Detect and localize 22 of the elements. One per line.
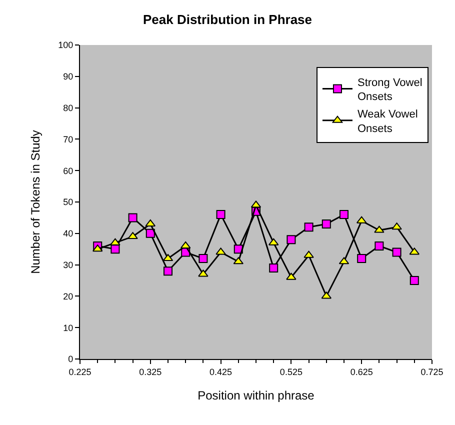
y-tick-label: 10 <box>63 322 74 333</box>
x-tick-label: 0.325 <box>139 366 162 377</box>
legend-label: Strong Vowel Onsets <box>357 76 422 104</box>
x-tick-label: 0.525 <box>280 366 302 377</box>
y-tick-label: 20 <box>63 291 74 302</box>
y-tick-label: 80 <box>63 102 74 113</box>
y-axis-title: Number of Tokens in Study <box>28 130 42 274</box>
y-tick-label: 40 <box>63 228 74 239</box>
y-tick-label: 90 <box>63 72 74 82</box>
chart-title: Peak Distribution in Phrase <box>142 12 312 27</box>
x-axis-title: Position within phrase <box>198 388 315 403</box>
y-tick-label: 0 <box>68 354 74 364</box>
legend-label: Weak Vowel Onsets <box>357 108 418 135</box>
x-tick-label: 0.425 <box>210 366 232 377</box>
y-tick-label: 30 <box>63 260 74 270</box>
x-tick-label: 0.725 <box>420 366 444 377</box>
x-tick-label: 0.625 <box>350 366 373 377</box>
y-tick-label: 50 <box>63 197 74 208</box>
y-tick-label: 70 <box>63 134 74 144</box>
y-tick-label: 60 <box>63 166 74 176</box>
y-tick-label: 100 <box>58 40 74 50</box>
x-tick-label: 0.225 <box>68 366 92 377</box>
